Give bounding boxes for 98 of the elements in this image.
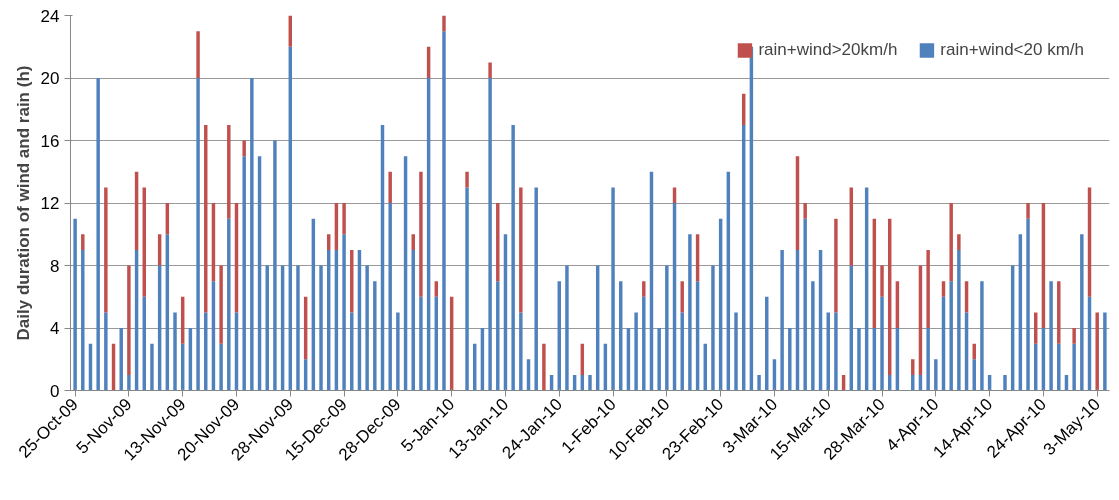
bar xyxy=(611,187,615,391)
bar xyxy=(834,312,838,391)
bar xyxy=(1057,343,1061,391)
bar xyxy=(857,328,861,391)
bar xyxy=(388,171,392,203)
bar xyxy=(465,187,469,391)
bar xyxy=(196,78,200,391)
bar xyxy=(81,249,85,391)
bar xyxy=(1057,281,1061,344)
bar xyxy=(1103,312,1107,391)
bar xyxy=(980,281,984,391)
bar xyxy=(73,218,77,391)
y-tick-label: 24 xyxy=(40,6,60,26)
bar xyxy=(711,265,715,391)
bar xyxy=(365,265,369,391)
bar xyxy=(511,124,515,391)
bar xyxy=(634,312,638,391)
bar xyxy=(319,265,323,391)
legend-label: rain+wind<20 km/h xyxy=(940,40,1084,60)
bar xyxy=(1049,281,1053,391)
bar xyxy=(949,203,953,282)
bar xyxy=(1026,203,1030,219)
bar xyxy=(803,218,807,391)
bar xyxy=(1072,328,1076,344)
bar xyxy=(173,312,177,391)
bar xyxy=(104,187,108,313)
bar xyxy=(396,312,400,391)
bar xyxy=(488,78,492,391)
bar xyxy=(880,265,884,297)
bar xyxy=(680,312,684,391)
bar xyxy=(127,265,131,375)
bar xyxy=(442,31,446,391)
bar xyxy=(734,312,738,391)
bar xyxy=(957,249,961,391)
bar xyxy=(496,203,500,282)
bar xyxy=(542,343,546,391)
bar xyxy=(127,374,131,391)
bar xyxy=(419,296,423,391)
y-tick-label: 16 xyxy=(40,131,60,151)
bar xyxy=(296,265,300,391)
y-tick-label: 12 xyxy=(40,194,60,213)
bar xyxy=(342,203,346,235)
bar xyxy=(680,281,684,313)
y-tick-label: 8 xyxy=(50,256,60,276)
bar xyxy=(934,359,938,391)
bar xyxy=(880,296,884,391)
legend-label: rain+wind>20km/h xyxy=(758,40,898,60)
y-tick-label: 4 xyxy=(50,319,60,338)
y-tick-label: 0 xyxy=(50,381,60,401)
bar xyxy=(496,281,500,391)
bar xyxy=(519,187,523,313)
bar xyxy=(1003,374,1007,391)
bar xyxy=(657,328,661,391)
bar xyxy=(373,281,377,391)
bar xyxy=(104,312,108,391)
bar xyxy=(419,171,423,297)
bar xyxy=(1072,343,1076,391)
bar xyxy=(665,265,669,391)
bar xyxy=(926,249,930,328)
bar xyxy=(565,265,569,391)
bar xyxy=(219,265,223,344)
bar xyxy=(388,203,392,391)
bar xyxy=(81,234,85,250)
y-tick-label: 20 xyxy=(40,69,60,88)
bar xyxy=(811,281,815,391)
bar xyxy=(688,234,692,391)
bar xyxy=(788,328,792,391)
bar xyxy=(1026,218,1030,391)
bar xyxy=(757,374,761,391)
bar xyxy=(803,203,807,219)
bar xyxy=(1080,234,1084,391)
bar xyxy=(642,296,646,391)
bar xyxy=(242,140,246,157)
bar xyxy=(119,328,123,391)
bar xyxy=(465,171,469,188)
bar xyxy=(442,15,446,32)
bar xyxy=(250,78,254,391)
bar xyxy=(150,343,154,391)
bar xyxy=(1095,312,1099,391)
bar xyxy=(242,156,246,391)
bar xyxy=(227,124,231,219)
bar xyxy=(219,343,223,391)
bar xyxy=(96,78,100,391)
bar xyxy=(196,31,200,78)
bar xyxy=(949,281,953,391)
bar xyxy=(780,249,784,391)
bar xyxy=(957,234,961,250)
bar xyxy=(588,374,592,391)
bar xyxy=(642,281,646,297)
bar xyxy=(534,187,538,391)
bar xyxy=(273,140,277,391)
bar xyxy=(227,218,231,391)
bar xyxy=(342,234,346,391)
bar xyxy=(834,218,838,313)
bar xyxy=(519,312,523,391)
y-axis-title: Daily duration of wind and rain (h) xyxy=(13,65,33,341)
bar xyxy=(488,62,492,78)
bar xyxy=(926,328,930,391)
